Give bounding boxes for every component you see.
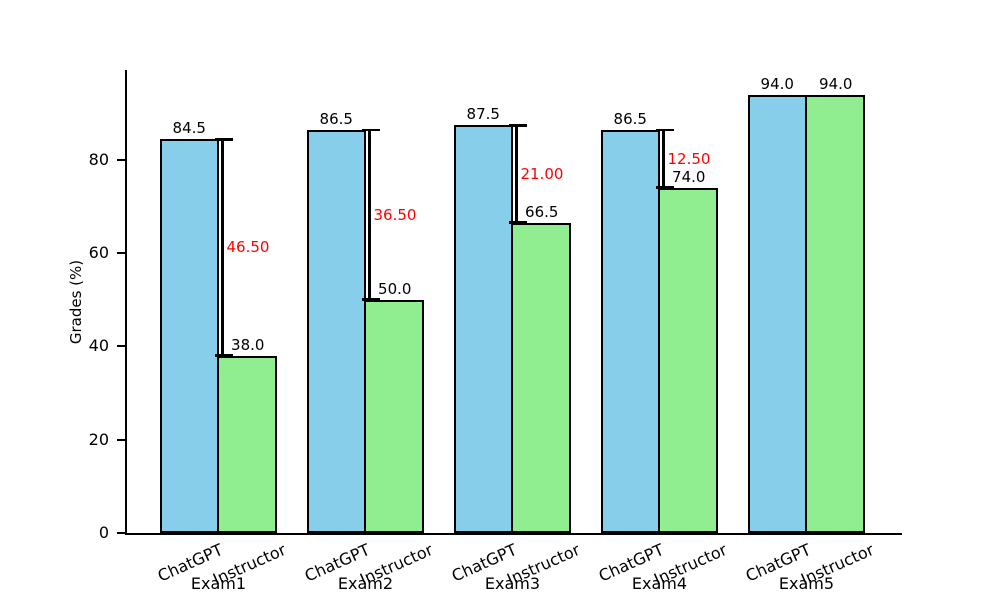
bar-value-label-exam1-instructor: 38.0 [231, 335, 265, 354]
bar-value-label-exam1-chatgpt: 84.5 [172, 119, 206, 137]
bar-value-label-exam3-instructor: 66.5 [525, 202, 559, 221]
bar-exam2-chatgpt [307, 129, 366, 533]
difference-cap-bottom-exam2 [361, 298, 380, 301]
category-label-exam3: Exam3 [484, 574, 541, 593]
bar-exam2-instructor [363, 299, 424, 533]
category-label-exam2: Exam2 [337, 574, 394, 593]
y-tick-mark [117, 532, 125, 534]
y-tick-mark [117, 252, 125, 255]
bar-exam1-chatgpt [160, 139, 219, 533]
y-axis-label: Grades (%) [67, 259, 85, 345]
bar-value-label-exam4-chatgpt: 86.5 [613, 109, 647, 128]
y-tick-label: 20 [88, 429, 109, 449]
bar-exam3-chatgpt [454, 125, 513, 533]
bar-value-label-exam5-chatgpt: 94.0 [760, 74, 794, 93]
difference-label-exam3: 21.00 [520, 164, 564, 183]
bar-exam5-instructor [804, 94, 865, 533]
difference-line-exam1 [221, 139, 224, 356]
y-tick-label: 80 [88, 149, 109, 169]
category-label-exam5: Exam5 [778, 574, 835, 593]
bar-exam3-instructor [510, 222, 571, 533]
bar-value-label-exam2-instructor: 50.0 [378, 279, 412, 298]
difference-cap-bottom-exam1 [214, 354, 233, 357]
difference-cap-bottom-exam4 [655, 186, 674, 189]
y-tick-mark [117, 345, 125, 348]
difference-label-exam4: 12.50 [667, 149, 711, 168]
category-label-exam1: Exam1 [190, 574, 247, 593]
bar-value-label-exam3-chatgpt: 87.5 [466, 105, 500, 124]
bar-exam4-chatgpt [601, 129, 660, 533]
difference-label-exam1: 46.50 [226, 238, 270, 257]
difference-line-exam2 [368, 129, 371, 300]
difference-cap-top-exam1 [214, 138, 233, 141]
bar-exam5-chatgpt [748, 94, 807, 533]
difference-cap-top-exam4 [655, 128, 674, 132]
y-tick-label: 40 [88, 336, 109, 356]
y-tick-mark [117, 438, 125, 441]
bar-exam4-instructor [657, 187, 718, 533]
y-tick-label: 60 [88, 243, 109, 263]
bar-exam1-instructor [216, 355, 277, 533]
difference-label-exam2: 36.50 [373, 205, 417, 224]
y-tick-mark [117, 158, 125, 161]
difference-cap-top-exam3 [508, 124, 527, 127]
difference-cap-top-exam2 [361, 128, 380, 132]
difference-line-exam4 [662, 129, 665, 188]
bar-value-label-exam5-instructor: 94.0 [819, 74, 853, 93]
bar-value-label-exam4-instructor: 74.0 [672, 167, 706, 186]
difference-cap-bottom-exam3 [508, 221, 527, 224]
y-tick-label: 0 [98, 523, 109, 542]
category-label-exam4: Exam4 [631, 574, 688, 593]
difference-line-exam3 [515, 125, 518, 223]
bar-value-label-exam2-chatgpt: 86.5 [319, 109, 353, 128]
plot-area [125, 70, 902, 535]
